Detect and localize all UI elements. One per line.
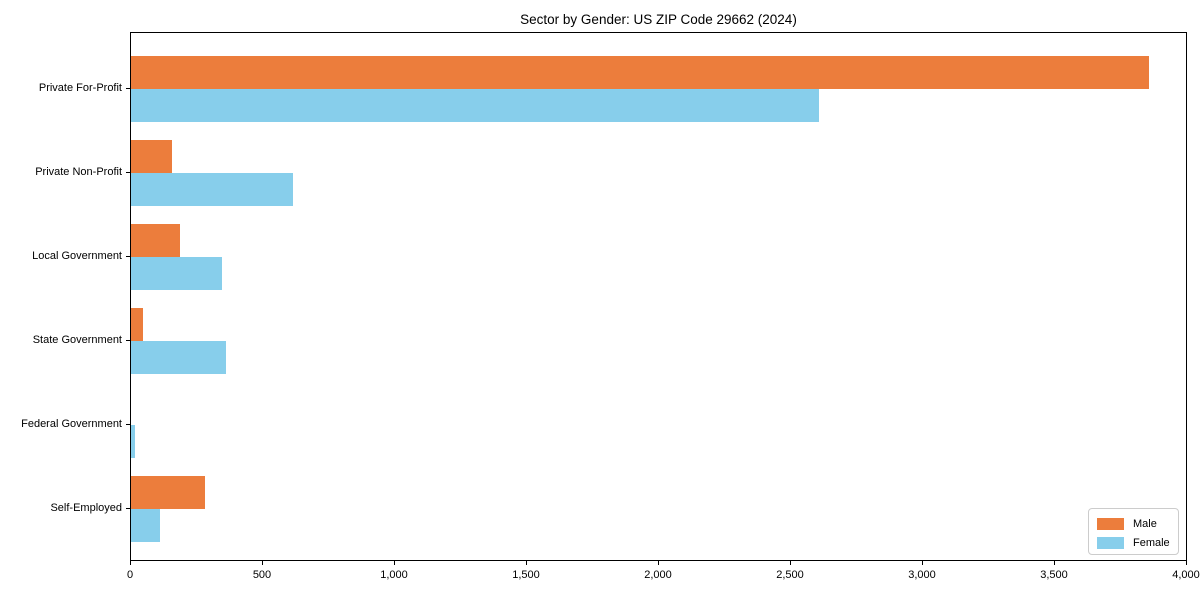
x-label: 0	[126, 569, 134, 581]
x-label: 3,000	[908, 569, 936, 581]
y-tick	[126, 88, 130, 89]
bar-male-4	[131, 308, 143, 341]
y-tick	[126, 424, 130, 425]
x-label: 500	[252, 569, 272, 581]
x-label: 2,500	[776, 569, 804, 581]
y-label: Self-Employed	[50, 502, 122, 514]
x-tick	[130, 561, 131, 565]
bar-female-1	[131, 89, 820, 122]
x-label: 4,000	[1172, 569, 1200, 581]
legend-swatch-female	[1097, 536, 1124, 549]
y-tick	[126, 172, 130, 173]
x-label: 1,500	[512, 569, 540, 581]
y-tick	[126, 340, 130, 341]
x-label: 3,500	[1040, 569, 1068, 581]
legend-swatch-male	[1097, 517, 1124, 530]
y-label: Federal Government	[21, 418, 122, 430]
legend: Male Female	[1088, 508, 1179, 555]
bar-male-6	[131, 476, 205, 509]
y-label: Local Government	[32, 250, 122, 262]
bar-female-4	[131, 341, 226, 374]
legend-entry-female: Female	[1097, 534, 1178, 551]
x-tick	[1186, 561, 1187, 565]
x-tick	[922, 561, 923, 565]
chart-title: Sector by Gender: US ZIP Code 29662 (202…	[520, 12, 797, 27]
y-label: Private For-Profit	[38, 82, 122, 94]
x-label: 2,000	[644, 569, 672, 581]
bar-female-5	[131, 425, 135, 458]
x-tick	[658, 561, 659, 565]
legend-label-male: Male	[1133, 517, 1157, 530]
legend-label-female: Female	[1133, 536, 1170, 549]
bar-female-2	[131, 173, 294, 206]
x-label: 1,000	[380, 569, 408, 581]
y-tick	[126, 256, 130, 257]
bar-female-6	[131, 509, 160, 542]
y-tick	[126, 508, 130, 509]
y-label: State Government	[32, 334, 122, 346]
x-tick	[394, 561, 395, 565]
x-tick	[262, 561, 263, 565]
bar-male-1	[131, 56, 1150, 89]
legend-entry-male: Male	[1097, 515, 1178, 532]
bar-male-2	[131, 140, 172, 173]
y-label: Private Non-Profit	[35, 166, 122, 178]
x-tick	[1054, 561, 1055, 565]
plot-area	[130, 32, 1187, 561]
bar-male-3	[131, 224, 180, 257]
x-tick	[790, 561, 791, 565]
x-tick	[526, 561, 527, 565]
bar-female-3	[131, 257, 222, 290]
